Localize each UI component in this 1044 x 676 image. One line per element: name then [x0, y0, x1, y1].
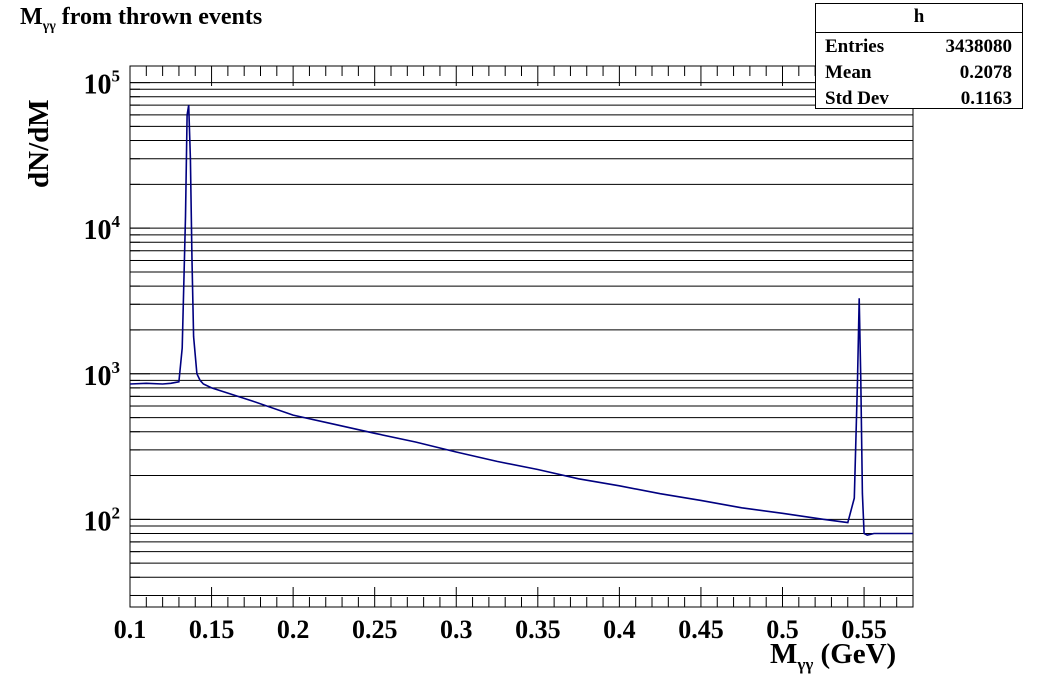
y-tick-label: 103: [84, 358, 121, 392]
stats-label: Std Dev: [825, 88, 889, 109]
x-tick-label: 0.1: [114, 615, 147, 644]
stats-header: h: [816, 4, 1022, 33]
data-series-line: [129, 104, 913, 536]
x-tick-label: 0.4: [603, 615, 636, 644]
stats-box: h Entries 3438080 Mean 0.2078 Std Dev 0.…: [815, 3, 1023, 109]
x-tick-label: 0.45: [678, 615, 724, 644]
stats-label: Entries: [825, 36, 885, 57]
stats-row-entries: Entries 3438080: [816, 33, 1022, 59]
stats-label: Mean: [825, 62, 872, 83]
stats-value: 0.2078: [959, 62, 1012, 83]
stats-value: 3438080: [945, 36, 1013, 57]
x-tick-label: 0.5: [766, 615, 799, 644]
x-axis-title: Mγγ (GeV): [770, 638, 897, 674]
y-tick-label: 104: [84, 212, 121, 246]
x-tick-label: 0.25: [352, 615, 398, 644]
x-tick-label: 0.55: [841, 615, 887, 644]
x-tick-label: 0.3: [440, 615, 473, 644]
x-tick-label: 0.2: [277, 615, 310, 644]
x-tick-label: 0.35: [515, 615, 561, 644]
y-tick-label: 102: [84, 503, 121, 537]
stats-row-stddev: Std Dev 0.1163: [816, 85, 1022, 111]
y-tick-label: 105: [84, 67, 121, 101]
y-axis-title: dN/dM: [23, 99, 55, 188]
stats-value: 0.1163: [960, 88, 1012, 109]
stats-row-mean: Mean 0.2078: [816, 59, 1022, 85]
chart-title: Mγγ from thrown events: [20, 4, 263, 34]
x-tick-label: 0.15: [189, 615, 235, 644]
